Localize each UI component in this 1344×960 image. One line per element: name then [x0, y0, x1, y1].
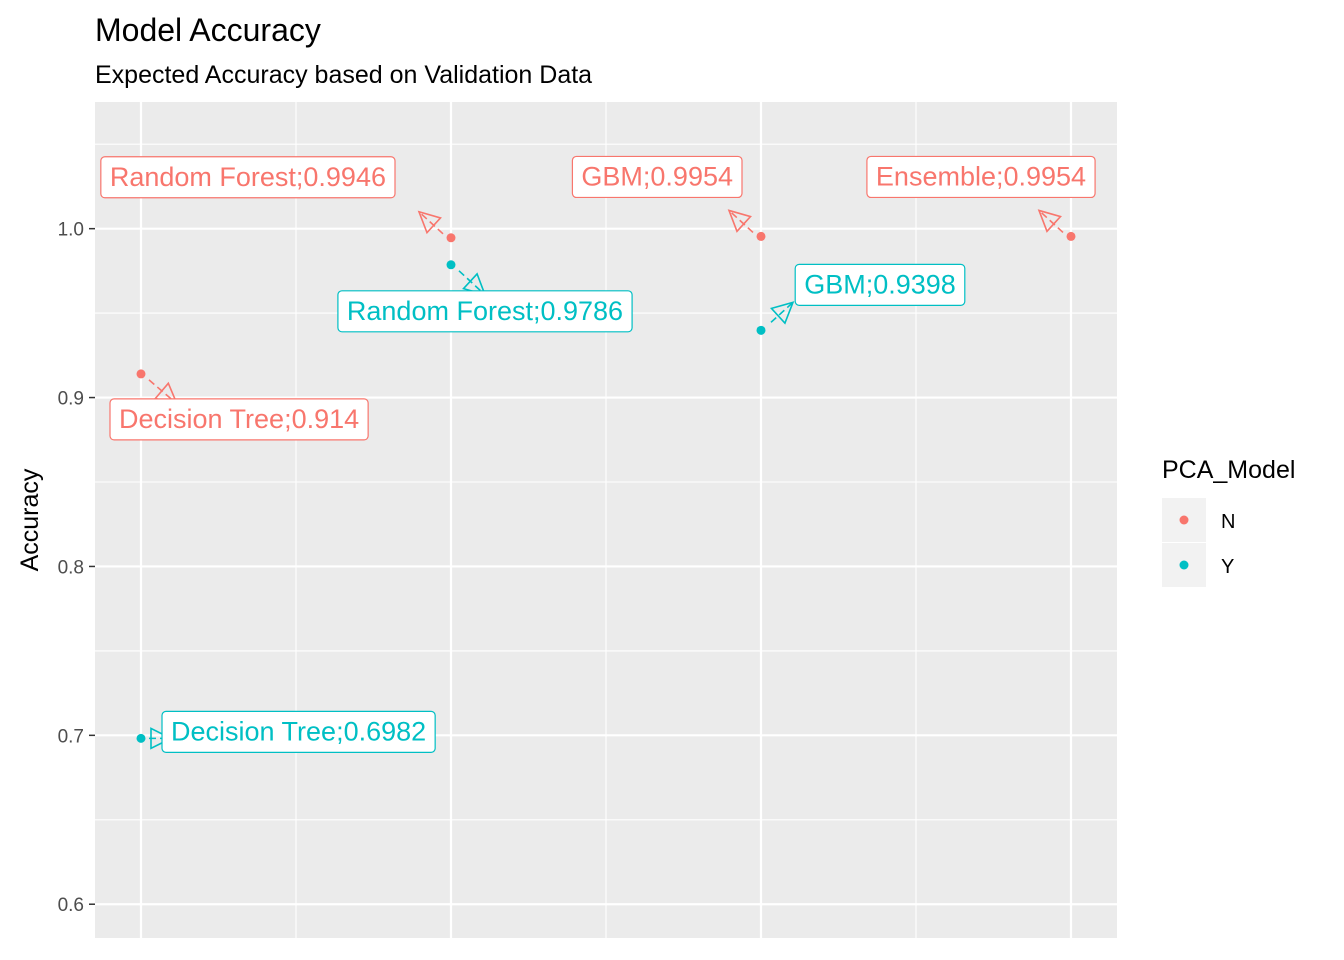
data-label: Random Forest;0.9786	[337, 290, 633, 333]
data-point	[1066, 231, 1076, 241]
data-point	[756, 325, 766, 335]
data-label-box	[109, 398, 369, 441]
legend-label-y: Y	[1221, 556, 1234, 578]
legend-title: PCA_Model	[1162, 456, 1295, 484]
y-tick-label: 0.6	[58, 895, 84, 916]
data-label-box	[100, 156, 396, 199]
data-label-box	[161, 710, 436, 753]
data-point	[136, 369, 146, 379]
legend-key-n-dot	[1179, 515, 1189, 525]
data-label-box	[794, 263, 966, 306]
data-label-text: Decision Tree;0.914	[119, 404, 359, 434]
label-arrow-head	[150, 727, 173, 750]
data-points	[136, 231, 1076, 743]
label-arrow-line	[458, 270, 486, 296]
label-arrow-line	[148, 379, 178, 405]
label-arrows	[148, 209, 1064, 750]
data-point	[136, 733, 146, 743]
y-axis-ticks: 0.6 0.7 0.8 0.9 1.0	[58, 220, 95, 916]
data-label-text: Random Forest;0.9946	[110, 162, 386, 192]
label-arrow-line	[770, 301, 794, 323]
y-axis-title: Accuracy	[16, 468, 44, 571]
data-label-text: Ensemble;0.9954	[876, 161, 1086, 191]
legend: PCA_Model N Y	[1162, 456, 1295, 587]
label-arrow-head	[1037, 209, 1062, 233]
label-arrow-line	[418, 211, 444, 235]
legend-label-n: N	[1221, 511, 1235, 533]
data-label: GBM;0.9398	[794, 263, 966, 306]
data-point	[446, 233, 456, 243]
data-label-text: GBM;0.9398	[804, 269, 956, 299]
y-tick-label: 1.0	[58, 220, 84, 241]
y-tick-label: 0.9	[58, 389, 84, 410]
label-arrow-line	[728, 209, 754, 234]
data-point	[446, 260, 456, 270]
data-label: GBM;0.9954	[571, 155, 743, 199]
grid-minor	[95, 102, 1117, 938]
data-point	[756, 231, 766, 241]
data-label-text: Random Forest;0.9786	[347, 296, 623, 326]
label-arrow-head	[417, 210, 442, 235]
data-label-text: Decision Tree;0.6982	[171, 716, 426, 746]
data-label-box	[571, 155, 743, 199]
data-label: Ensemble;0.9954	[866, 155, 1096, 199]
chart-subtitle: Expected Accuracy based on Validation Da…	[95, 61, 592, 89]
data-label: Random Forest;0.9946	[100, 156, 396, 199]
data-label-text: GBM;0.9954	[581, 161, 733, 191]
y-tick-label: 0.8	[58, 557, 84, 578]
data-labels: Decision Tree;0.914 Decision Tree;0.6982 R…	[100, 155, 1096, 753]
y-tick-label: 0.7	[58, 726, 84, 747]
label-arrow-head	[770, 301, 795, 325]
label-arrow-line	[1038, 209, 1064, 234]
data-label-box	[866, 155, 1096, 199]
data-label: Decision Tree;0.914	[109, 398, 369, 441]
legend-key-y-dot	[1179, 560, 1189, 570]
chart-title: Model Accuracy	[95, 12, 321, 48]
data-label: Decision Tree;0.6982	[161, 710, 436, 753]
data-label-box	[337, 290, 633, 333]
label-arrow-head	[727, 209, 752, 233]
grid-major	[95, 102, 1117, 938]
